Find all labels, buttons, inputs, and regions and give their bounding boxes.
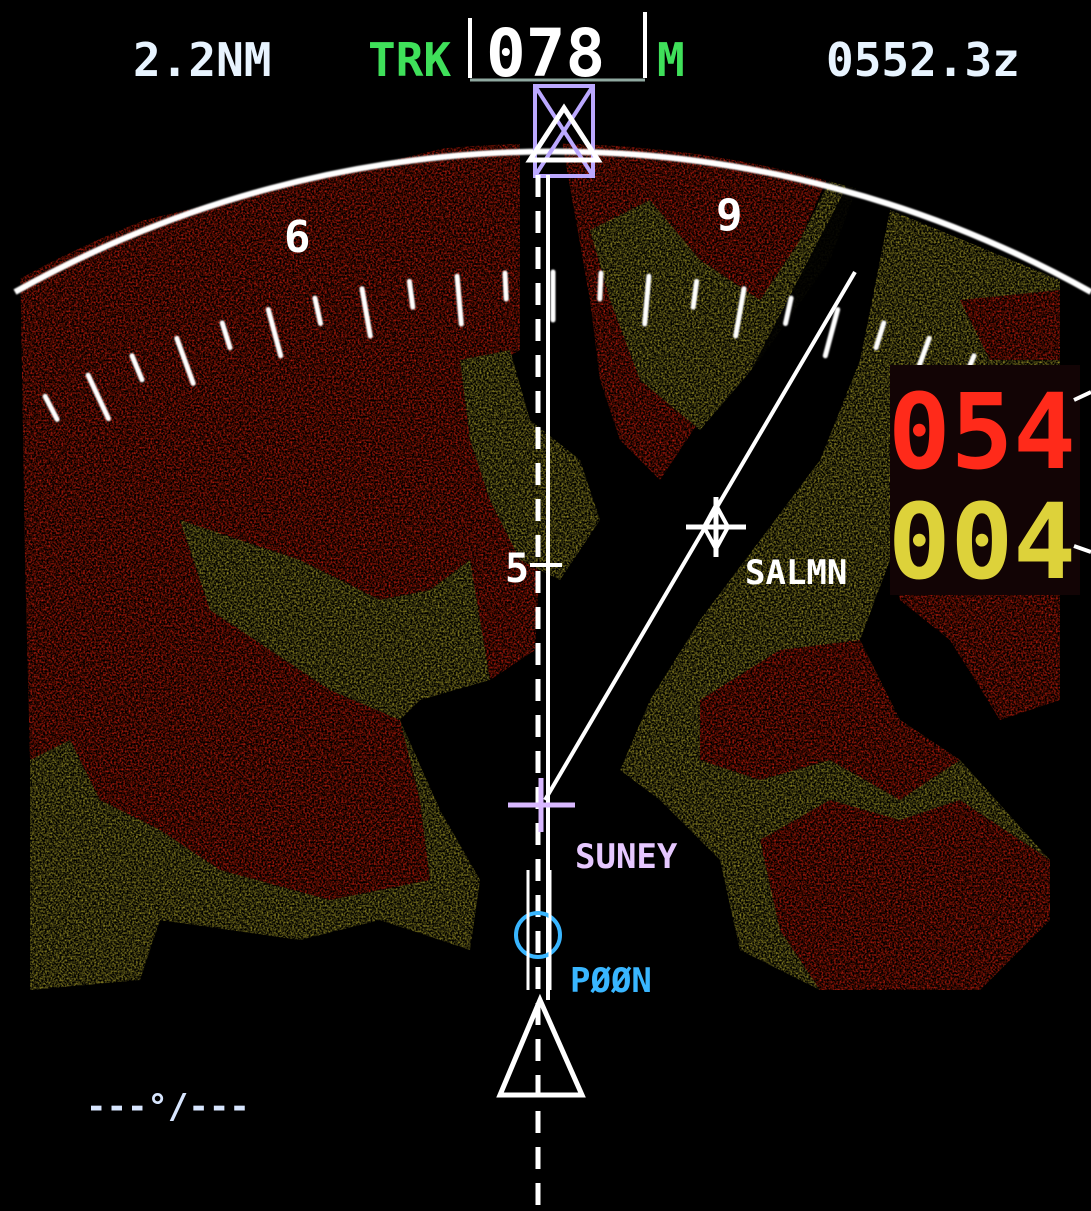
terrain-yellow-bottom-left bbox=[30, 740, 380, 990]
utc-time: 0552.3z bbox=[826, 33, 1020, 87]
waypoint-label-salmn: SALMN bbox=[745, 553, 847, 593]
terrain-clear-corridor bbox=[560, 180, 890, 770]
waypoint-salmn[interactable]: SALMN bbox=[686, 497, 847, 593]
compass-tick bbox=[406, 278, 416, 310]
heading-bug-box bbox=[533, 84, 595, 178]
compass-tick bbox=[129, 353, 145, 383]
terrain-red-right-a bbox=[700, 640, 960, 800]
range-label: 2.2NM bbox=[133, 33, 271, 87]
heading-value: 078 bbox=[486, 15, 605, 92]
aircraft-symbol-icon bbox=[496, 993, 586, 1098]
terrain-red-right-d bbox=[960, 290, 1060, 360]
compass-tick bbox=[642, 273, 652, 327]
heading-triangle bbox=[525, 103, 603, 163]
compass-tick bbox=[219, 320, 233, 351]
compass-tick bbox=[359, 286, 373, 339]
terrain-red-right-c bbox=[760, 800, 1050, 990]
heading-box: 078 bbox=[468, 12, 647, 92]
waypoint-label-suney: SUNEY bbox=[575, 837, 678, 877]
compass-tick bbox=[873, 320, 887, 351]
terrain-layer bbox=[20, 143, 1060, 990]
compass-label-6: 6 bbox=[284, 212, 311, 263]
terrain-yellow-left bbox=[180, 520, 490, 950]
wind-readout: ---°/--- bbox=[86, 1087, 250, 1127]
waypoint-suney[interactable]: SUNEY bbox=[508, 778, 678, 877]
side-readout: 054 004 bbox=[888, 365, 1091, 603]
terrain-yellow-upper bbox=[590, 180, 860, 430]
terrain-red-left bbox=[20, 143, 540, 900]
compass-tick bbox=[312, 295, 323, 326]
compass-label-9: 9 bbox=[716, 190, 743, 241]
distance-mark: 5 bbox=[505, 546, 529, 592]
route-leg bbox=[543, 270, 857, 802]
compass-tick bbox=[174, 335, 196, 386]
compass-tick bbox=[690, 278, 700, 310]
compass-tick bbox=[454, 273, 464, 327]
waypoint-poon[interactable]: PØØN bbox=[514, 870, 652, 1001]
compass-tick bbox=[597, 270, 604, 302]
side-readout-top: 054 bbox=[888, 371, 1076, 493]
heading-reference: M bbox=[657, 33, 685, 87]
compass-tick bbox=[85, 372, 111, 422]
compass-tick bbox=[733, 286, 747, 339]
compass-tick bbox=[822, 307, 841, 359]
compass-tick bbox=[42, 393, 60, 422]
compass-tick bbox=[783, 295, 794, 326]
compass-tick bbox=[265, 307, 284, 359]
side-readout-bottom: 004 bbox=[888, 481, 1076, 603]
waypoint-label-poon: PØØN bbox=[570, 961, 652, 1001]
vor-circle-icon bbox=[514, 911, 562, 959]
terrain-yellow-center bbox=[460, 350, 600, 580]
track-label: TRK bbox=[368, 33, 451, 87]
compass-tick bbox=[502, 270, 509, 302]
heading-pointer bbox=[525, 84, 603, 178]
